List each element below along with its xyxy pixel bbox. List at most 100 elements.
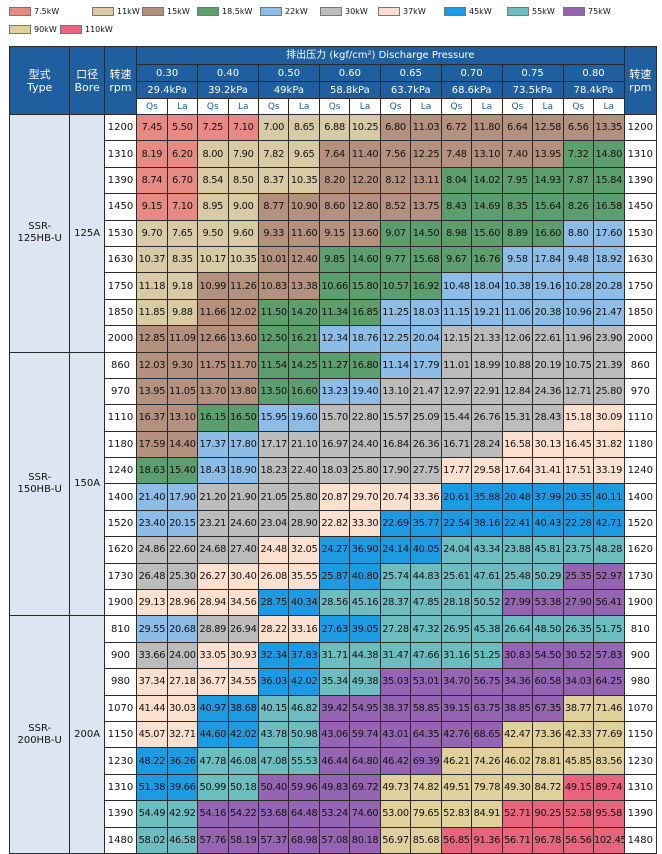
la-value: 79.78 bbox=[471, 773, 503, 802]
la-value: 33.16 bbox=[288, 615, 320, 643]
qs-value: 11.75 bbox=[197, 351, 229, 379]
la-value: 8.35 bbox=[166, 245, 199, 274]
qs-value: 49.15 bbox=[562, 773, 594, 802]
la-value: 22.80 bbox=[349, 404, 381, 432]
qs-value: 12.97 bbox=[440, 377, 473, 406]
la-value: 49.38 bbox=[349, 668, 381, 696]
la-value: 53.38 bbox=[532, 589, 564, 617]
la-value: 64.48 bbox=[288, 800, 320, 828]
col-qs: Qs bbox=[197, 98, 229, 115]
qs-value: 26.95 bbox=[440, 615, 473, 643]
la-value: 39.66 bbox=[166, 773, 199, 802]
legend-label: 7.5kW bbox=[34, 6, 60, 16]
qs-value: 24.14 bbox=[379, 536, 412, 564]
la-value: 64.25 bbox=[592, 668, 625, 696]
qs-value: 31.16 bbox=[440, 641, 473, 670]
la-value: 17.80 bbox=[227, 430, 259, 459]
la-value: 17.60 bbox=[592, 219, 625, 247]
col-qs: Qs bbox=[318, 98, 351, 115]
la-value: 11.70 bbox=[227, 351, 259, 379]
pressure-kpa: 49kPa bbox=[257, 81, 320, 99]
qs-value: 8.95 bbox=[197, 193, 229, 221]
qs-value: 8.43 bbox=[440, 193, 473, 221]
qs-value: 25.87 bbox=[318, 562, 351, 591]
la-value: 19.21 bbox=[471, 298, 503, 327]
qs-value: 26.08 bbox=[257, 562, 290, 591]
qs-value: 49.51 bbox=[440, 773, 473, 802]
rpm-cell: 1400 bbox=[103, 483, 138, 511]
qs-value: 34.36 bbox=[501, 668, 534, 696]
qs-value: 6.72 bbox=[440, 113, 473, 142]
table-row: 1530 9.70 7.65 9.50 9.60 9.33 11.60 9.15 13.60 9.… bbox=[10, 219, 658, 247]
qs-value: 12.50 bbox=[257, 325, 290, 353]
qs-value: 23.04 bbox=[257, 509, 290, 538]
qs-value: 24.86 bbox=[136, 536, 168, 564]
la-value: 40.80 bbox=[349, 562, 381, 591]
la-value: 57.83 bbox=[592, 641, 625, 670]
qs-value: 8.52 bbox=[379, 193, 412, 221]
la-value: 9.30 bbox=[166, 351, 199, 379]
la-value: 18.03 bbox=[410, 298, 442, 327]
la-value: 40.11 bbox=[592, 483, 625, 511]
la-value: 21.47 bbox=[592, 298, 625, 327]
la-value: 20.19 bbox=[532, 351, 564, 379]
qs-value: 12.03 bbox=[136, 351, 168, 379]
power-legend: 7.5kW 11kW 15kW 18.5kW 22kW 30kW 37kW 45kW 55kW 7… bbox=[0, 0, 662, 46]
qs-value: 47.08 bbox=[257, 747, 290, 775]
legend-swatch bbox=[444, 6, 466, 16]
la-value: 19.40 bbox=[349, 377, 381, 406]
bore-cell: 150A bbox=[69, 351, 105, 617]
qs-value: 27.28 bbox=[379, 615, 412, 643]
qs-value: 52.83 bbox=[440, 800, 473, 828]
la-value: 67.35 bbox=[532, 694, 564, 722]
la-value: 15.64 bbox=[532, 193, 564, 221]
la-value: 45.16 bbox=[349, 589, 381, 617]
col-qs: Qs bbox=[379, 98, 412, 115]
qs-value: 6.88 bbox=[318, 113, 351, 142]
la-value: 18.99 bbox=[471, 351, 503, 379]
qs-value: 11.54 bbox=[257, 351, 290, 379]
la-value: 9.00 bbox=[227, 193, 259, 221]
la-value: 15.68 bbox=[410, 245, 442, 274]
table-row: 1850 11.85 9.88 11.66 12.02 11.50 14.20 11.34 16… bbox=[10, 298, 658, 327]
pressure-kpa: 58.8kPa bbox=[318, 81, 381, 99]
la-value: 26.76 bbox=[471, 404, 503, 432]
legend-label: 22kW bbox=[285, 6, 308, 16]
la-value: 26.36 bbox=[410, 430, 442, 459]
la-value: 84.72 bbox=[532, 773, 564, 802]
legend-item: 55kW bbox=[507, 4, 555, 18]
table-row: 1070 41.44 30.03 40.97 38.68 40.15 46.82 39.42 5… bbox=[10, 694, 658, 722]
la-value: 8.50 bbox=[227, 166, 259, 195]
la-value: 38.16 bbox=[471, 509, 503, 538]
la-value: 21.39 bbox=[592, 351, 625, 379]
la-value: 69.39 bbox=[410, 747, 442, 775]
qs-value: 16.71 bbox=[440, 430, 473, 459]
legend-swatch bbox=[507, 6, 529, 16]
qs-value: 22.69 bbox=[379, 509, 412, 538]
qs-value: 29.55 bbox=[136, 615, 168, 643]
table-row: 1180 17.59 14.40 17.37 17.80 17.17 21.10 16.97 2… bbox=[10, 430, 658, 459]
qs-value: 25.61 bbox=[440, 562, 473, 591]
qs-value: 11.66 bbox=[197, 298, 229, 327]
qs-value: 8.19 bbox=[136, 140, 168, 168]
legend-swatch bbox=[378, 6, 400, 16]
qs-value: 8.98 bbox=[440, 219, 473, 247]
qs-value: 27.63 bbox=[318, 615, 351, 643]
la-value: 16.58 bbox=[592, 193, 625, 221]
qs-value: 15.31 bbox=[501, 404, 534, 432]
la-value: 16.21 bbox=[288, 325, 320, 353]
qs-value: 10.83 bbox=[257, 272, 290, 300]
qs-value: 11.50 bbox=[257, 298, 290, 327]
table-row: 2000 12.85 11.09 12.66 13.60 12.50 16.21 12.34 1… bbox=[10, 325, 658, 353]
qs-value: 53.68 bbox=[257, 800, 290, 828]
pressure-value: 0.50 bbox=[257, 64, 320, 82]
qs-value: 16.84 bbox=[379, 430, 412, 459]
model-cell: SSR- 200HB-U bbox=[8, 615, 71, 854]
qs-value: 13.50 bbox=[257, 377, 290, 406]
rpm-cell: 1200 bbox=[103, 113, 138, 142]
legend-item: 11kW bbox=[92, 4, 140, 18]
table-row: 1620 24.86 22.60 24.68 27.40 24.48 32.05 24.27 3… bbox=[10, 536, 658, 564]
qs-value: 26.35 bbox=[562, 615, 594, 643]
la-value: 33.30 bbox=[349, 509, 381, 538]
qs-value: 28.18 bbox=[440, 589, 473, 617]
